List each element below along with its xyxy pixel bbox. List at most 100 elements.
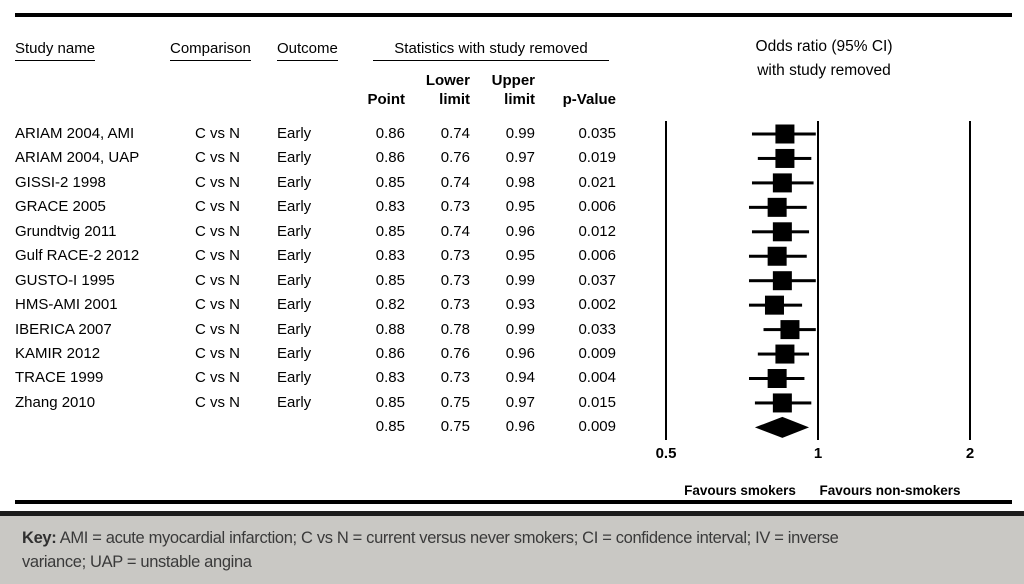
cell-upper-limit: 0.99 [505, 320, 535, 338]
cell-comparison: C vs N [195, 149, 240, 167]
point-estimate-square [767, 197, 787, 217]
table-row: ARIAM 2004, UAP C vs N Early 0.86 0.76 0.97 0.… [0, 146, 660, 170]
cell-point: 0.88 [375, 320, 405, 338]
point-estimate-square [767, 246, 787, 266]
cell-point: 0.85 [375, 393, 405, 411]
cell-comparison: C vs N [195, 296, 240, 314]
cell-outcome: Early [277, 344, 312, 362]
cell-point: 0.83 [375, 369, 405, 387]
cell-comparison: C vs N [195, 369, 240, 387]
point-estimate-square [772, 271, 792, 291]
column-header-lower-line1: Lower [425, 72, 470, 89]
table-summary-row: 0.85 0.75 0.96 0.009 [0, 415, 660, 439]
bottom-rule [15, 500, 1012, 504]
table-row: Gulf RACE-2 2012 C vs N Early 0.83 0.73 0.95 0… [0, 244, 660, 268]
cell-p-value: 0.009 [578, 418, 616, 436]
cell-point: 0.86 [375, 344, 405, 362]
table-row: HMS-AMI 2001 C vs N Early 0.82 0.73 0.93 0.002 [0, 293, 660, 317]
cell-p-value: 0.035 [578, 125, 616, 142]
point-estimate-square [775, 124, 795, 144]
column-header-p-value: p-Value [562, 91, 616, 108]
cell-study: GISSI-2 1998 [15, 173, 106, 191]
cell-lower-limit: 0.76 [440, 149, 470, 167]
column-header-lower-line2: limit [439, 91, 470, 108]
cell-outcome: Early [277, 198, 312, 216]
cell-outcome: Early [277, 271, 312, 289]
cell-study: KAMIR 2012 [15, 344, 101, 362]
cell-lower-limit: 0.73 [440, 296, 470, 314]
cell-p-value: 0.004 [578, 369, 616, 387]
cell-study: IBERICA 2007 [15, 320, 112, 338]
cell-comparison: C vs N [195, 320, 240, 338]
cell-comparison: C vs N [195, 173, 240, 191]
column-header-point: Point [367, 91, 406, 108]
cell-study: GUSTO-I 1995 [15, 271, 115, 289]
cell-upper-limit: 0.93 [505, 296, 535, 314]
point-estimate-square [775, 148, 795, 168]
cell-outcome: Early [277, 173, 312, 191]
cell-outcome: Early [277, 393, 312, 411]
x-tick-label: 2 [965, 445, 975, 462]
key-line1: Key: AMI = acute myocardial infarction; … [22, 526, 1024, 550]
cell-point: 0.86 [375, 149, 405, 167]
cell-outcome: Early [277, 149, 312, 167]
cell-point: 0.85 [375, 173, 405, 191]
summary-diamond [754, 416, 810, 438]
cell-point: 0.85 [375, 271, 405, 289]
cell-p-value: 0.033 [578, 320, 616, 338]
table-row: GISSI-2 1998 C vs N Early 0.85 0.74 0.98 0.021 [0, 171, 660, 195]
column-header-upper-line1: Upper [491, 72, 535, 89]
cell-comparison: C vs N [195, 222, 240, 240]
cell-comparison: C vs N [195, 125, 240, 142]
cell-upper-limit: 0.95 [505, 247, 535, 265]
cell-outcome: Early [277, 296, 312, 314]
reference-line [817, 121, 819, 440]
cell-p-value: 0.006 [578, 247, 616, 265]
table-row: IBERICA 2007 C vs N Early 0.88 0.78 0.99 0.033 [0, 318, 660, 342]
cell-lower-limit: 0.78 [440, 320, 470, 338]
axis-line [969, 121, 971, 440]
point-estimate-square [764, 295, 784, 315]
column-header-outcome: Outcome [277, 40, 338, 61]
cell-comparison: C vs N [195, 271, 240, 289]
point-estimate-square [772, 222, 792, 242]
key-line2: variance; UAP = unstable angina [22, 553, 252, 571]
cell-p-value: 0.009 [578, 344, 616, 362]
column-header-comparison: Comparison [170, 40, 251, 61]
cell-lower-limit: 0.73 [440, 198, 470, 216]
table-row: Grundtvig 2011 C vs N Early 0.85 0.74 0.96 0.0… [0, 220, 660, 244]
cell-p-value: 0.006 [578, 198, 616, 216]
cell-p-value: 0.012 [578, 222, 616, 240]
cell-upper-limit: 0.99 [505, 125, 535, 142]
cell-point: 0.85 [375, 222, 405, 240]
cell-upper-limit: 0.98 [505, 173, 535, 191]
cell-p-value: 0.019 [578, 149, 616, 167]
x-tick-label: 1 [813, 445, 823, 462]
cell-p-value: 0.037 [578, 271, 616, 289]
cell-point: 0.82 [375, 296, 405, 314]
cell-p-value: 0.015 [578, 393, 616, 411]
key-line1-text: AMI = acute myocardial infarction; C vs … [59, 529, 839, 547]
table-row: GRACE 2005 C vs N Early 0.83 0.73 0.95 0.006 [0, 195, 660, 219]
favours-left-label: Favours smokers [684, 483, 796, 498]
cell-study: ARIAM 2004, UAP [15, 149, 140, 167]
cell-lower-limit: 0.74 [440, 125, 470, 142]
cell-point: 0.83 [375, 198, 405, 216]
cell-outcome: Early [277, 369, 312, 387]
cell-study: Zhang 2010 [15, 393, 96, 411]
cell-comparison: C vs N [195, 247, 240, 265]
x-tick-label: 0.5 [655, 445, 677, 462]
cell-lower-limit: 0.74 [440, 173, 470, 191]
cell-upper-limit: 0.97 [505, 149, 535, 167]
favours-right-label: Favours non-smokers [819, 483, 961, 498]
table-row: Zhang 2010 C vs N Early 0.85 0.75 0.97 0.015 [0, 391, 660, 415]
point-estimate-square [772, 393, 792, 413]
cell-upper-limit: 0.96 [505, 222, 535, 240]
cell-lower-limit: 0.73 [440, 247, 470, 265]
table-row: KAMIR 2012 C vs N Early 0.86 0.76 0.96 0.009 [0, 342, 660, 366]
cell-study: TRACE 1999 [15, 369, 104, 387]
column-header-statistics-group: Statistics with study removed [373, 40, 609, 61]
cell-comparison: C vs N [195, 393, 240, 411]
